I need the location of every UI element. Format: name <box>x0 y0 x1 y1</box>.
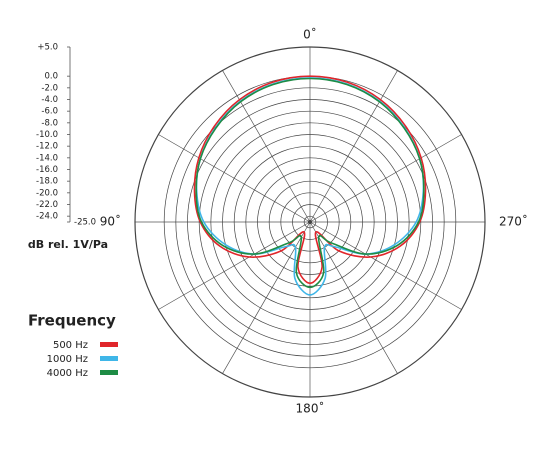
grid-circle <box>303 215 317 229</box>
grid-circle <box>210 122 410 322</box>
y-tick-label: -18.0 <box>36 177 58 187</box>
y-tick-label: -14.0 <box>36 153 58 163</box>
grid-circle <box>198 110 422 334</box>
grid-circle <box>257 169 363 275</box>
angle-label: 270˚ <box>499 214 528 229</box>
grid-circle <box>222 134 398 310</box>
y-tick-label: -6.0 <box>41 107 58 117</box>
y-tick-label: -25.0 <box>74 218 96 228</box>
series-line <box>195 77 425 289</box>
legend-label: 1000 Hz <box>47 354 88 365</box>
y-tick-label: -16.0 <box>36 165 58 175</box>
series-line <box>193 75 427 285</box>
y-tick-label: 0.0 <box>44 72 58 82</box>
angle-label: 0˚ <box>303 27 317 42</box>
grid-circle <box>245 157 375 287</box>
grid-circle <box>280 192 340 252</box>
y-tick-label: -12.0 <box>36 142 58 152</box>
grid-circle <box>268 180 352 264</box>
legend-title: Frequency <box>28 312 116 330</box>
y-tick-label: -2.0 <box>41 83 58 93</box>
legend-swatch <box>100 342 118 347</box>
angle-label: 90˚ <box>100 214 121 229</box>
center-dot <box>308 220 312 224</box>
legend-swatch <box>100 370 118 375</box>
y-tick-label: -4.0 <box>41 95 58 105</box>
legend-label: 4000 Hz <box>47 368 88 379</box>
y-tick-label: +5.0 <box>37 43 58 53</box>
y-tick-label: -8.0 <box>41 118 58 128</box>
legend-swatch <box>100 356 118 361</box>
y-tick-label: -24.0 <box>36 212 58 222</box>
grid-circle <box>233 145 387 299</box>
legend-label: 500 Hz <box>53 340 88 351</box>
y-tick-label: -10.0 <box>36 130 58 140</box>
grid-circle <box>134 46 486 398</box>
y-tick-label: -22.0 <box>36 200 58 210</box>
angle-label: 180˚ <box>296 401 325 416</box>
axis-label: dB rel. 1V/Pa <box>28 238 108 251</box>
grid-circle <box>175 87 445 357</box>
grid-circle <box>187 99 433 345</box>
grid-circle <box>292 204 328 240</box>
y-tick-label: -20.0 <box>36 188 58 198</box>
